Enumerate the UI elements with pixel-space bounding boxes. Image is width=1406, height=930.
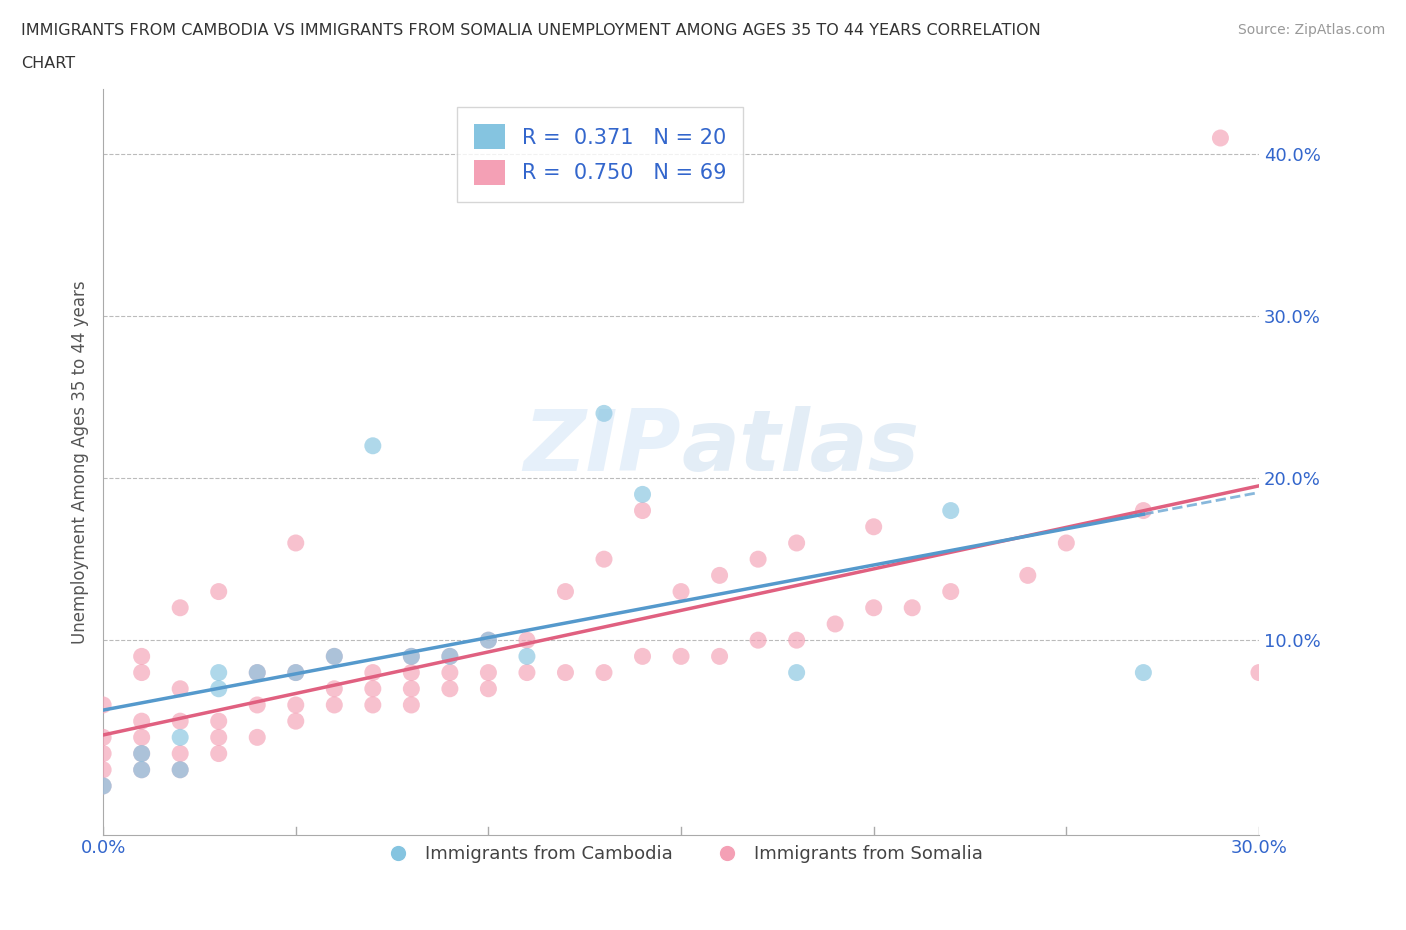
Point bbox=[169, 601, 191, 616]
Point bbox=[131, 763, 153, 777]
Point bbox=[169, 682, 191, 697]
Point bbox=[91, 778, 114, 793]
Point bbox=[631, 649, 654, 664]
Point bbox=[361, 665, 384, 680]
Point bbox=[747, 551, 769, 566]
Point bbox=[284, 698, 307, 712]
Point bbox=[669, 649, 692, 664]
Point bbox=[709, 568, 731, 583]
Point bbox=[246, 665, 269, 680]
Point bbox=[439, 649, 461, 664]
Point bbox=[939, 584, 962, 599]
Point bbox=[169, 763, 191, 777]
Point bbox=[401, 698, 423, 712]
Point bbox=[208, 730, 231, 745]
Point bbox=[284, 665, 307, 680]
Point bbox=[786, 665, 808, 680]
Point bbox=[516, 649, 538, 664]
Point bbox=[554, 584, 576, 599]
Point bbox=[361, 682, 384, 697]
Point bbox=[131, 665, 153, 680]
Point bbox=[284, 536, 307, 551]
Point bbox=[862, 519, 884, 534]
Point bbox=[91, 763, 114, 777]
Point bbox=[593, 551, 616, 566]
Point bbox=[477, 682, 499, 697]
Point bbox=[323, 698, 346, 712]
Point bbox=[131, 730, 153, 745]
Point bbox=[477, 665, 499, 680]
Point bbox=[477, 632, 499, 647]
Point bbox=[246, 665, 269, 680]
Point bbox=[593, 405, 616, 420]
Point bbox=[401, 649, 423, 664]
Point bbox=[246, 730, 269, 745]
Point bbox=[939, 503, 962, 518]
Point bbox=[1132, 665, 1154, 680]
Point bbox=[208, 682, 231, 697]
Text: atlas: atlas bbox=[681, 405, 920, 488]
Point bbox=[593, 665, 616, 680]
Point bbox=[361, 698, 384, 712]
Point bbox=[361, 438, 384, 453]
Point bbox=[439, 649, 461, 664]
Point bbox=[554, 665, 576, 680]
Point bbox=[631, 503, 654, 518]
Point bbox=[131, 649, 153, 664]
Point bbox=[709, 649, 731, 664]
Point bbox=[246, 698, 269, 712]
Point bbox=[516, 665, 538, 680]
Text: Source: ZipAtlas.com: Source: ZipAtlas.com bbox=[1237, 23, 1385, 37]
Point bbox=[477, 632, 499, 647]
Point bbox=[284, 665, 307, 680]
Point bbox=[323, 649, 346, 664]
Point bbox=[1054, 536, 1077, 551]
Point bbox=[323, 682, 346, 697]
Legend: Immigrants from Cambodia, Immigrants from Somalia: Immigrants from Cambodia, Immigrants fro… bbox=[373, 838, 990, 870]
Point bbox=[631, 487, 654, 502]
Point bbox=[786, 536, 808, 551]
Point bbox=[401, 682, 423, 697]
Point bbox=[91, 698, 114, 712]
Point bbox=[323, 649, 346, 664]
Point bbox=[516, 632, 538, 647]
Point bbox=[1209, 130, 1232, 145]
Point bbox=[439, 682, 461, 697]
Point bbox=[208, 665, 231, 680]
Point bbox=[1132, 503, 1154, 518]
Point bbox=[131, 746, 153, 761]
Point bbox=[169, 713, 191, 728]
Point bbox=[862, 601, 884, 616]
Point bbox=[91, 730, 114, 745]
Point bbox=[169, 763, 191, 777]
Point bbox=[439, 665, 461, 680]
Point bbox=[824, 617, 846, 631]
Point bbox=[131, 713, 153, 728]
Point bbox=[169, 730, 191, 745]
Text: ZIP: ZIP bbox=[523, 405, 681, 488]
Point bbox=[284, 713, 307, 728]
Point bbox=[91, 778, 114, 793]
Point bbox=[401, 665, 423, 680]
Text: IMMIGRANTS FROM CAMBODIA VS IMMIGRANTS FROM SOMALIA UNEMPLOYMENT AMONG AGES 35 T: IMMIGRANTS FROM CAMBODIA VS IMMIGRANTS F… bbox=[21, 23, 1040, 38]
Point bbox=[901, 601, 924, 616]
Point bbox=[169, 746, 191, 761]
Point bbox=[208, 584, 231, 599]
Point bbox=[208, 713, 231, 728]
Point bbox=[1247, 665, 1270, 680]
Point bbox=[401, 649, 423, 664]
Point bbox=[747, 632, 769, 647]
Point bbox=[131, 746, 153, 761]
Text: CHART: CHART bbox=[21, 56, 75, 71]
Point bbox=[1017, 568, 1039, 583]
Point bbox=[208, 746, 231, 761]
Point bbox=[131, 763, 153, 777]
Point bbox=[91, 746, 114, 761]
Point bbox=[669, 584, 692, 599]
Y-axis label: Unemployment Among Ages 35 to 44 years: Unemployment Among Ages 35 to 44 years bbox=[72, 280, 89, 644]
Point bbox=[786, 632, 808, 647]
